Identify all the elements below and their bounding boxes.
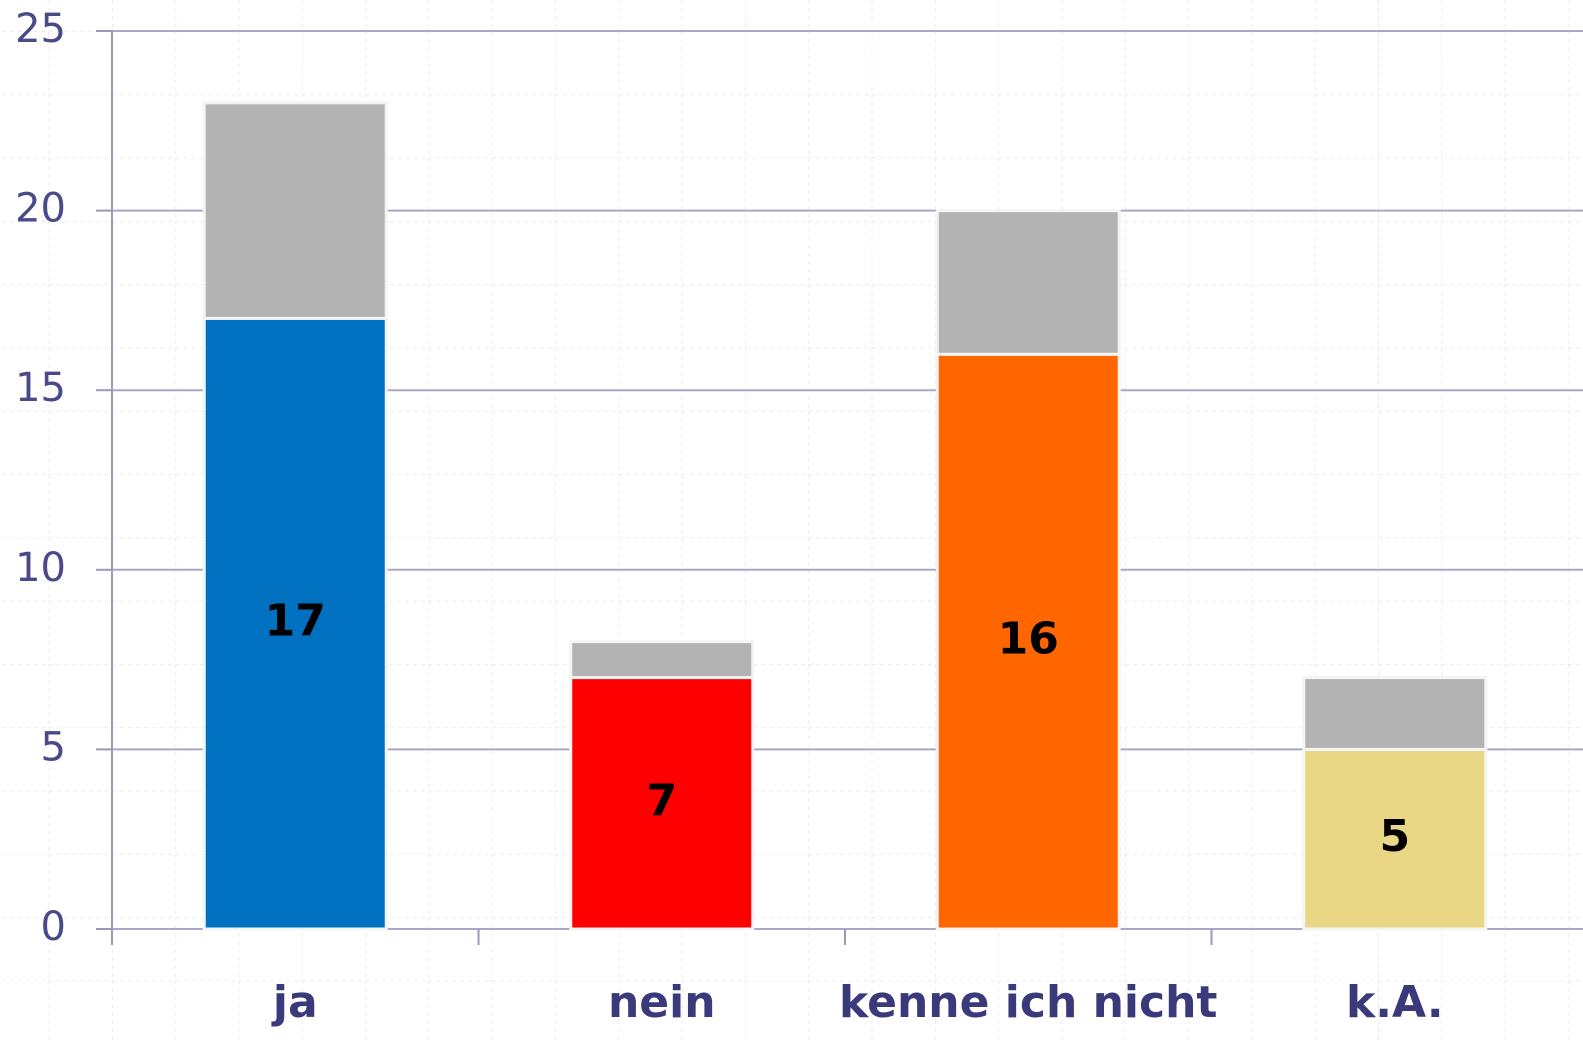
y-tick-label: 20 <box>15 186 66 232</box>
bar-segment <box>202 101 388 320</box>
data-label: 16 <box>998 614 1059 665</box>
data-label: 17 <box>265 596 326 647</box>
bar-segment <box>569 676 755 931</box>
x-tick-label: k.A. <box>1346 977 1444 1028</box>
y-tick-label: 10 <box>15 545 66 591</box>
x-tick-label: ja <box>271 977 318 1028</box>
y-tick-label: 0 <box>41 904 66 950</box>
y-tick-label: 15 <box>15 365 66 411</box>
x-tick-label: nein <box>608 977 716 1028</box>
y-tick-label: 5 <box>41 724 66 770</box>
bar-segment <box>1302 676 1488 751</box>
bar-segment <box>1302 747 1488 931</box>
bar-segment <box>569 640 755 680</box>
y-tick-label: 25 <box>15 6 66 52</box>
data-label: 7 <box>646 775 677 826</box>
data-label: 5 <box>1379 811 1410 862</box>
x-tick-label: kenne ich nicht <box>839 977 1217 1028</box>
bar-segment <box>935 352 1121 931</box>
bar-segment <box>935 209 1121 356</box>
bar-segment <box>202 316 388 931</box>
